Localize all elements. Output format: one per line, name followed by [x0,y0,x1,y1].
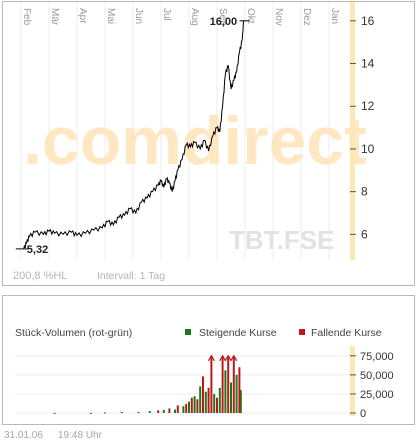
volume-bar-down [227,355,230,413]
volume-bar-down [238,367,241,413]
y-tick-label: 12 [361,99,375,113]
volume-bar-up [193,396,196,413]
volume-title: Stück-Volumen (rot-grün) [15,327,132,339]
volume-bar-up [218,387,221,413]
volume-bar-down [190,397,193,413]
price-chart: Feb Mär Apr Mai Jun Jul Aug Sep Okt Nov Dez Jan .co… [13,2,375,282]
month-label: Jan [329,8,340,24]
y-tick-label: 8 [361,185,368,199]
month-label: Mai [105,8,116,24]
volume-bar-down [232,355,235,413]
symbol-watermark: TBT.FSE [229,225,334,255]
month-label: Feb [21,8,32,26]
volume-bar-up [90,412,92,414]
volume-bar-up [239,390,242,413]
month-label: Nov [273,8,284,26]
volume-bar-down [185,403,188,413]
volume-bar-up [213,393,216,413]
volume-bar-down [53,412,56,414]
month-label: Aug [189,8,200,26]
scale-label: 200,8 %HL [13,270,67,282]
y-tick-label: 6 [361,227,368,241]
start-value-label: 5,32 [27,244,48,256]
volume-bar-up [162,409,165,413]
price-series-line [23,20,245,249]
volume-tick-label: 75,000 [360,351,394,363]
volume-bar-up [188,401,190,413]
volume-bar-down [104,412,106,414]
legend-up-swatch [185,329,191,335]
interval-label: Intervall: 1 Tag [97,270,165,282]
volume-bar-up [224,370,227,413]
volume-bar-up [204,391,207,413]
month-label: Sep [217,8,228,26]
volume-bar-up [148,411,151,413]
volume-chart: Stück-Volumen (rot-grün) Steigende Kurse… [15,327,394,420]
volume-chart-panel: Stück-Volumen (rot-grün) Steigende Kurse… [2,295,415,425]
legend-up: Steigende Kurse [199,327,277,339]
volume-axis-band [350,346,355,416]
volume-overflow-arrow [230,354,238,362]
volume-overflow-arrow [207,354,215,362]
price-chart-panel: Feb Mär Apr Mai Jun Jul Aug Sep Okt Nov Dez Jan .co… [2,1,415,286]
volume-bar-down [157,410,160,413]
volume-tick-label: 25,000 [360,389,394,401]
month-label: Apr [77,8,88,24]
volume-overflow-arrow [224,354,232,362]
y-tick-label: 16 [361,14,375,28]
volume-bar-down [196,399,199,413]
volume-bar-up [120,411,123,413]
legend-down: Fallende Kurse [311,327,382,339]
month-label: Okt [245,8,256,24]
volume-tick-label: 0 [360,408,366,420]
volume-bar-down [221,355,224,413]
volume-bar-up [199,386,202,413]
month-label: Mär [49,8,60,26]
legend-down-swatch [299,329,305,335]
month-label: Jun [133,8,144,24]
month-label: Jul [161,8,172,21]
watermark: .comdirect [23,103,367,179]
volume-bar-down [168,408,171,413]
volume-bar-down [137,412,140,414]
volume-bar-up [235,374,238,413]
y-tick-label: 14 [361,57,375,71]
volume-bar-down [202,376,204,413]
volume-bar-up [230,382,232,413]
volume-tick-label: 50,000 [360,370,394,382]
volume-bar-up [174,409,176,413]
volume-bar-up [182,406,185,413]
volume-bar-down [176,405,179,413]
footer-time: 19:48 Uhr [58,430,102,441]
month-label: Dez [301,8,312,26]
end-value-label: 16,00 [210,16,238,28]
volume-bar-down [216,397,218,413]
volume-bar-down [210,355,213,413]
price-axis-band [350,2,355,260]
y-tick-label: 10 [361,142,375,156]
volume-bar-down [207,387,210,413]
footer-date: 31.01.06 [4,430,43,441]
volume-overflow-arrow [219,354,227,362]
